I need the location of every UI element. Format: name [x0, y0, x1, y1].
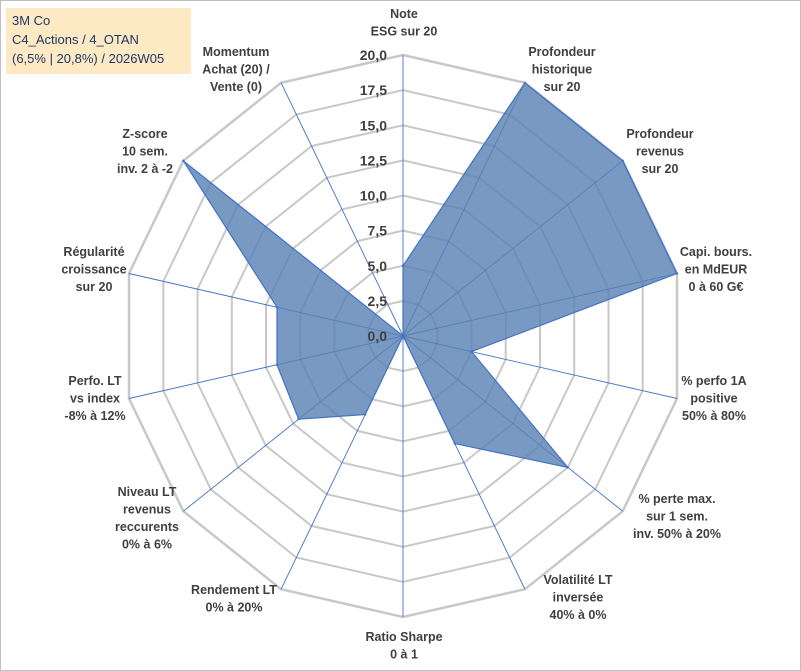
category-label-line: Profondeur	[528, 45, 595, 59]
category-label: Rendement LT 0% à 20%	[191, 583, 277, 615]
category-label: Ratio Sharpe 0 à 1	[365, 630, 442, 662]
category-label: Volatilité LT inversée 40% à 0%	[544, 573, 613, 622]
category-label: Momentum Achat (20) / Vente (0)	[202, 45, 270, 94]
info-period: (6,5% | 20,8%) / 2026W05	[12, 51, 165, 66]
category-label-line: Z-score	[122, 127, 167, 141]
category-label-line: reccurents	[115, 520, 179, 534]
tick-label: 5,0	[368, 258, 388, 274]
series-point	[675, 272, 679, 275]
info-box: 3M Co C4_Actions / 4_OTAN (6,5% | 20,8%)…	[6, 8, 191, 74]
category-label-line: % perte max.	[638, 492, 715, 506]
category-label-line: positive	[690, 392, 737, 406]
tick-label: 20,0	[360, 47, 387, 63]
series-point	[401, 264, 405, 267]
category-label-line: sur 1 sem.	[646, 510, 708, 524]
category-label-line: 40% à 0%	[550, 608, 607, 622]
category-label-line: historique	[532, 63, 592, 77]
tick-label: 17,5	[360, 82, 387, 98]
category-label-line: Vente (0)	[210, 80, 262, 94]
category-label-line: 0% à 20%	[206, 601, 263, 615]
spoke-line	[280, 82, 404, 337]
category-label: Profondeur revenus sur 20	[626, 127, 693, 176]
series-point	[523, 81, 527, 85]
category-label-line: Perfo. LT	[68, 374, 122, 388]
series-point	[297, 418, 300, 421]
series-point	[364, 413, 367, 416]
category-label-line: 0% à 6%	[122, 538, 172, 552]
series-point	[453, 442, 456, 445]
category-label-line: Régularité	[63, 245, 124, 259]
category-label-line: sur 20	[642, 162, 679, 176]
category-label: Perfo. LT vs index -8% à 12%	[64, 374, 125, 423]
category-label: % perfo 1A positive 50% à 80%	[681, 374, 746, 423]
info-portfolio: C4_Actions / 4_OTAN	[12, 32, 139, 47]
category-label: Note ESG sur 20	[371, 7, 438, 39]
category-label: Profondeur historique sur 20	[528, 45, 595, 94]
category-label: Régularité croissance sur 20	[61, 245, 126, 294]
category-label-line: revenus	[636, 145, 684, 159]
category-label-line: Momentum	[203, 45, 270, 59]
tick-label: 10,0	[360, 188, 387, 204]
category-label: Niveau LT revenus reccurents 0% à 6%	[115, 485, 179, 552]
category-label: % perte max. sur 1 sem. inv. 50% à 20%	[633, 492, 721, 541]
category-label-line: inv. 50% à 20%	[633, 527, 721, 541]
category-label-line: 0 à 1	[390, 648, 418, 662]
category-label-line: 0 à 60 G€	[689, 280, 744, 294]
category-label-line: Niveau LT	[118, 485, 177, 499]
category-label: Capi. bours. en MdEUR 0 à 60 G€	[680, 245, 752, 294]
tick-label: 12,5	[360, 152, 387, 168]
series-point	[621, 159, 624, 162]
category-label-line: Note	[390, 7, 418, 21]
tick-label: 15,0	[360, 117, 387, 133]
category-label-line: revenus	[123, 503, 171, 517]
category-label-line: inv. 2 à -2	[117, 162, 173, 176]
series-area	[182, 82, 678, 468]
category-label-line: Ratio Sharpe	[365, 630, 442, 644]
info-company: 3M Co	[12, 13, 51, 28]
radar-category-labels: Note ESG sur 20 Profondeur historique sur 20…	[61, 7, 752, 662]
category-label-line: 50% à 80%	[682, 409, 746, 423]
radar-tick-labels: 0,0 2,5 5,0 7,5 10,0 12,5 15,0 17,5 20,0	[360, 47, 387, 344]
series-point	[401, 334, 405, 338]
category-label-line: vs index	[70, 392, 120, 406]
category-label-line: 10 sem.	[122, 145, 168, 159]
category-label-line: % perfo 1A	[681, 374, 746, 388]
category-label-line: Achat (20) /	[202, 63, 270, 77]
series-point	[275, 363, 279, 366]
series-point	[182, 159, 185, 162]
category-label-line: -8% à 12%	[64, 409, 125, 423]
category-label-line: Volatilité LT	[544, 573, 613, 587]
series-point	[275, 306, 279, 309]
tick-label: 0,0	[368, 328, 388, 344]
series-point	[470, 350, 473, 353]
category-label: Z-score 10 sem. inv. 2 à -2	[117, 127, 173, 176]
tick-label: 7,5	[368, 223, 388, 239]
category-label-line: Rendement LT	[191, 583, 277, 597]
series-point	[566, 466, 569, 469]
radar-series	[182, 81, 679, 469]
category-label-line: sur 20	[544, 80, 581, 94]
tick-label: 2,5	[368, 293, 388, 309]
category-label-line: sur 20	[76, 280, 113, 294]
category-label-line: Capi. bours.	[680, 245, 752, 259]
category-label-line: ESG sur 20	[371, 25, 438, 39]
category-label-line: en MdEUR	[685, 263, 748, 277]
category-label-line: croissance	[61, 263, 126, 277]
category-label-line: inversée	[553, 591, 604, 605]
category-label-line: Profondeur	[626, 127, 693, 141]
